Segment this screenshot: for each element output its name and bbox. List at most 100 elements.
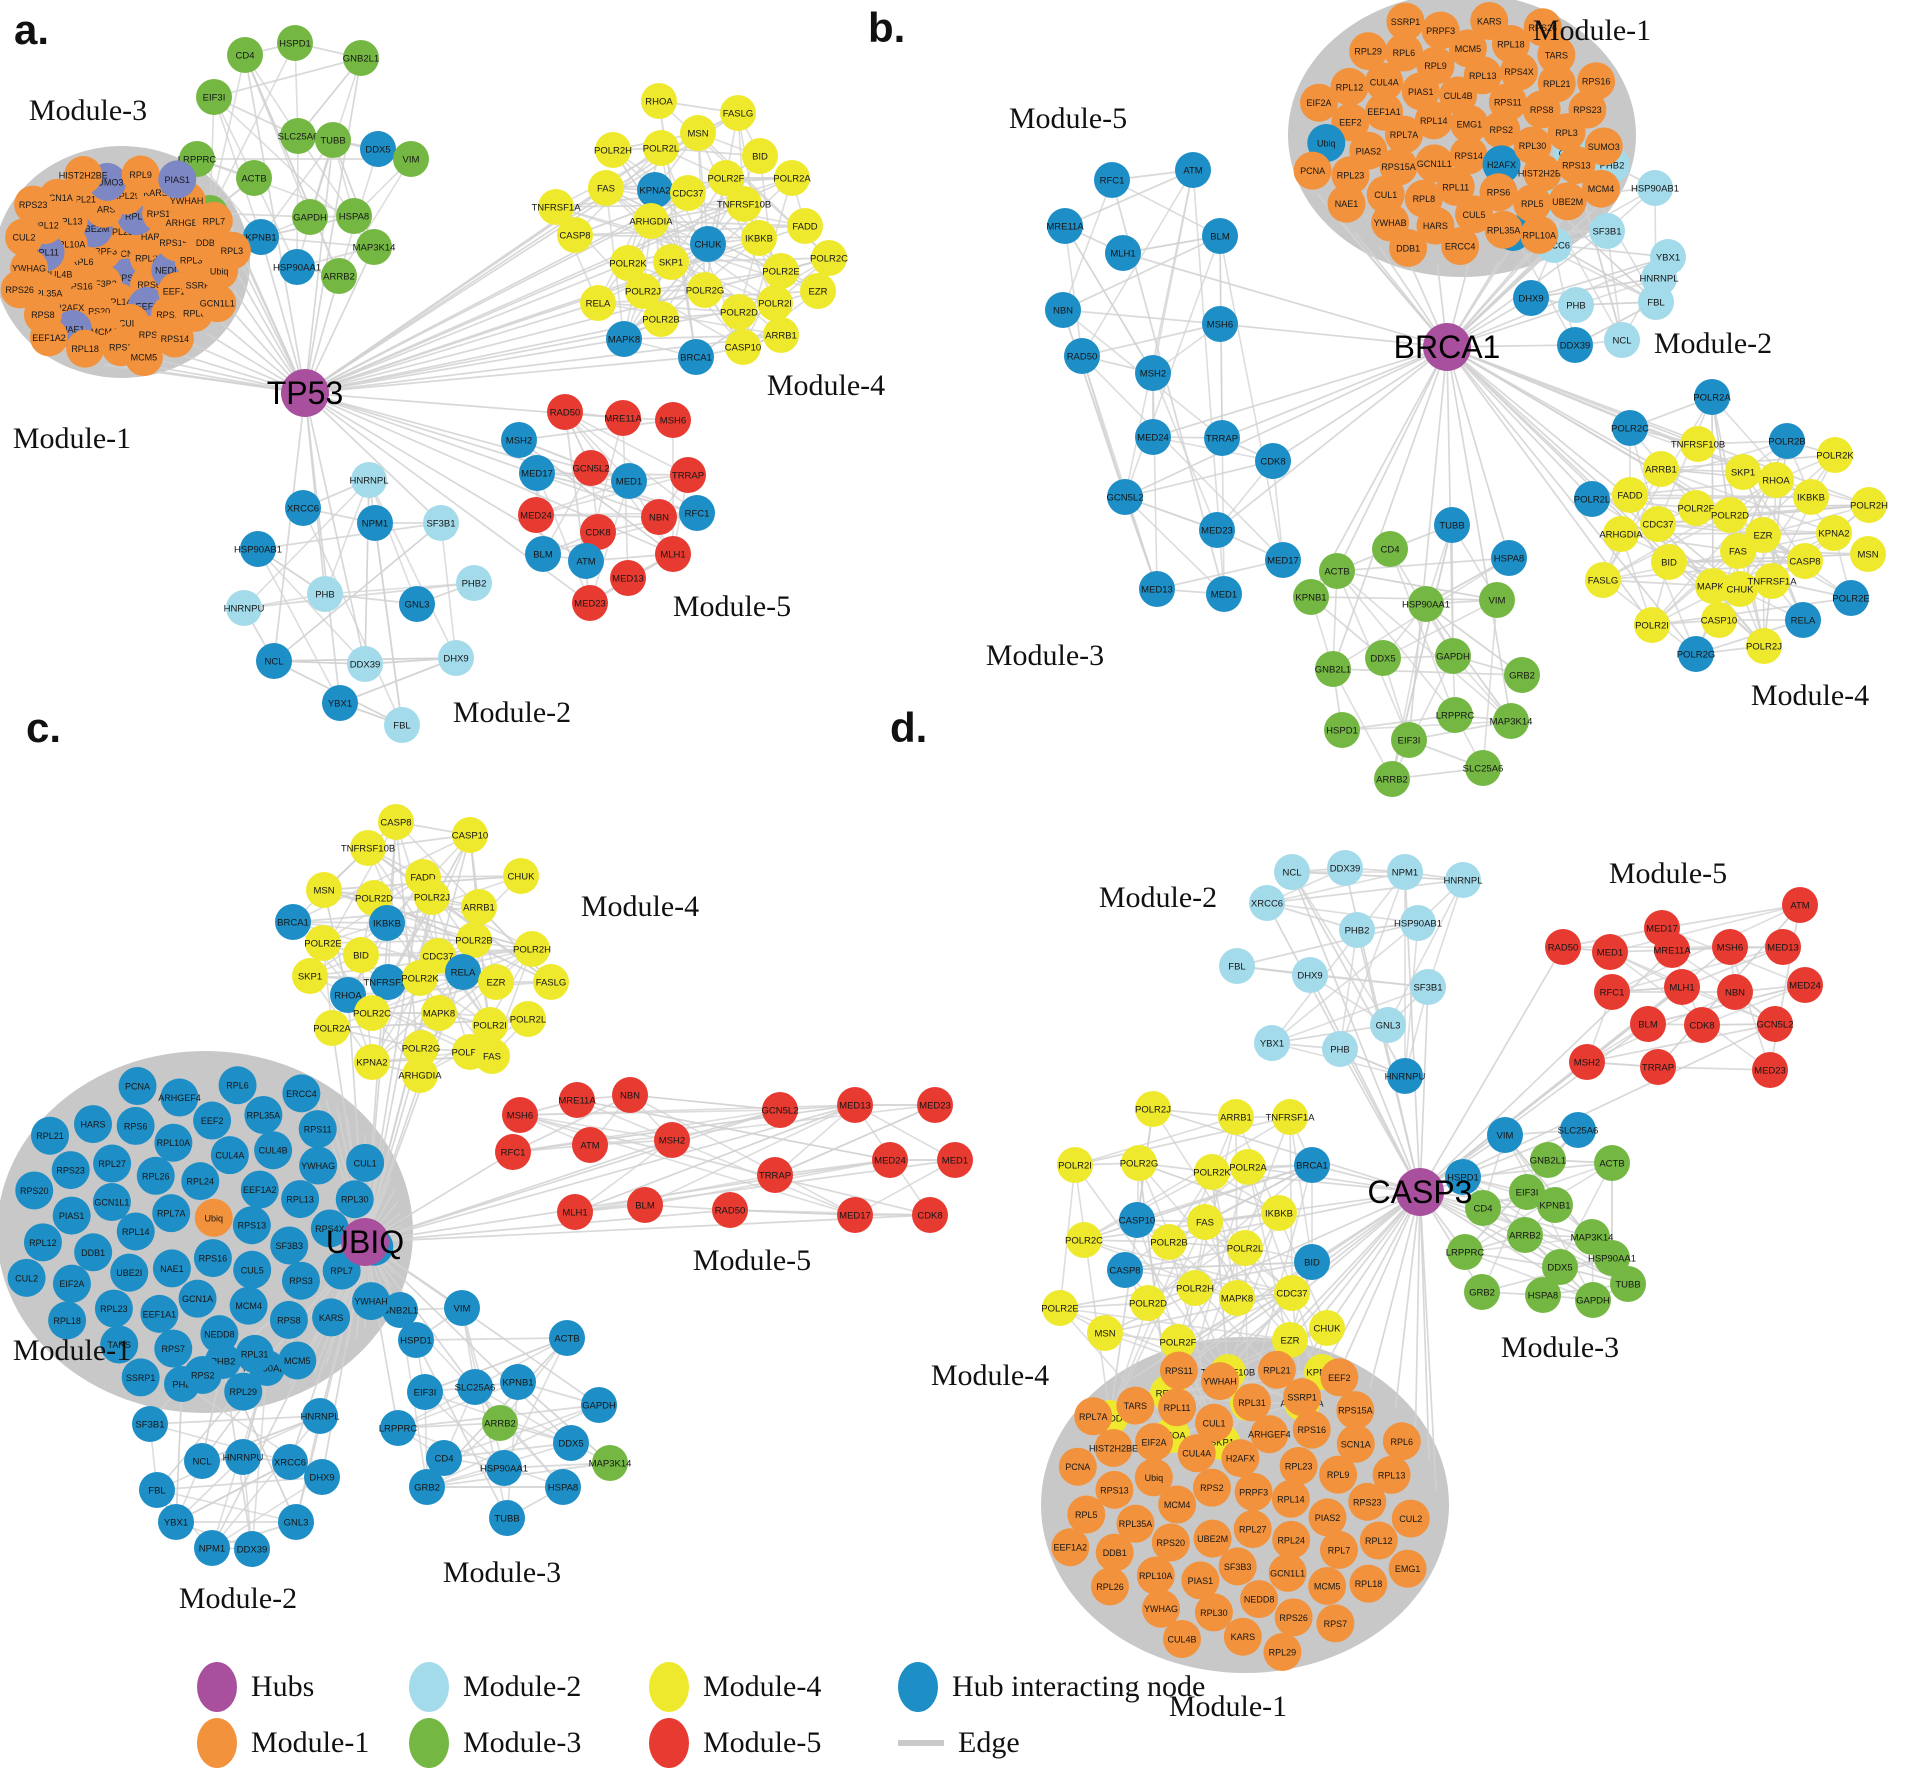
node-a-POLR2L <box>643 130 679 166</box>
hub-edge <box>1152 1108 1421 1193</box>
node-a-CASP10 <box>725 329 761 365</box>
node-c-FASLG <box>533 964 569 1000</box>
node-d-POLR2L <box>1227 1230 1263 1266</box>
node-a-RPS26 <box>0 270 39 309</box>
hub-edge <box>1216 346 1448 531</box>
node-d-TNFRSF1A <box>1272 1099 1308 1135</box>
edge <box>1660 468 1835 534</box>
node-c-CASP10 <box>452 817 488 853</box>
edge <box>1235 1116 1238 1299</box>
node-d-CUL1 <box>1195 1403 1234 1442</box>
node-d-TARS <box>1116 1386 1155 1425</box>
node-b-TNFRSF1A <box>1754 563 1790 599</box>
hub-edge <box>1446 346 1512 722</box>
node-d-MSN <box>1087 1315 1123 1351</box>
hub-edge <box>1291 871 1421 1193</box>
edge <box>1651 597 1852 626</box>
module-1-swatch-icon <box>197 1718 237 1768</box>
node-d-ATM <box>1782 887 1818 923</box>
node-d-CD4 <box>1465 1190 1501 1226</box>
node-d-MCM4 <box>1158 1485 1197 1524</box>
node-d-RPL35A <box>1116 1504 1155 1543</box>
hub-edge <box>304 392 366 665</box>
node-c-UBE2I <box>110 1253 149 1292</box>
node-c-POLR2A <box>314 1010 350 1046</box>
edge <box>1062 179 1113 311</box>
node-b-PRPF3 <box>1421 11 1460 50</box>
node-a-EIF3I <box>196 79 232 115</box>
node-b-NCL <box>1604 322 1640 358</box>
edge <box>196 158 355 217</box>
node-d-UBE2M <box>1193 1519 1232 1558</box>
node-b-SF3B1 <box>1589 213 1625 249</box>
edge <box>1729 946 1771 1071</box>
node-d-EMG1 <box>1388 1549 1427 1588</box>
edge <box>1194 1116 1237 1289</box>
node-a-MRE11A <box>605 400 641 436</box>
node-a-HSPD1 <box>277 25 313 61</box>
node-b-RFC1 <box>1094 162 1130 198</box>
edge <box>1136 1219 1179 1343</box>
edge <box>729 1209 931 1216</box>
node-a-VIM <box>393 141 429 177</box>
node-c-DDB1 <box>74 1233 113 1272</box>
edge <box>1062 309 1126 498</box>
node-c-MSN <box>306 872 342 908</box>
hub-edge <box>304 392 587 562</box>
edge <box>1310 596 1498 601</box>
hub-edge <box>1122 252 1448 348</box>
edge <box>1657 523 1835 534</box>
hub-label-UBIQ: UBIQ <box>326 1224 404 1260</box>
edge <box>397 1381 519 1429</box>
node-d-HIST2H2BE <box>1094 1428 1133 1467</box>
edge <box>213 57 362 98</box>
hub-label-TP53: TP53 <box>267 375 343 411</box>
edge <box>1111 179 1221 237</box>
edge <box>1104 1332 1303 1404</box>
edge <box>518 419 674 441</box>
node-c-GCN5L2 <box>762 1092 798 1128</box>
edge <box>644 1104 856 1206</box>
edge <box>517 1381 611 1464</box>
node-b-BID <box>1651 544 1687 580</box>
node-b-MED17 <box>1265 542 1301 578</box>
edge <box>1291 871 1389 1026</box>
node-c-GNL3 <box>278 1504 314 1540</box>
edge <box>371 971 464 1063</box>
hub-edge <box>1339 1191 1421 1370</box>
node-d-LRPPRC <box>1447 1234 1483 1270</box>
node-b-RPL35A <box>1484 210 1523 249</box>
node-c-RPS23 <box>51 1151 90 1190</box>
edge <box>1124 1261 1313 1271</box>
node-b-TNFRSF10B <box>1680 426 1716 462</box>
edge <box>1769 904 1801 1071</box>
node-d-SF3B1 <box>1410 969 1446 1005</box>
node-c-ARHGEF4 <box>160 1078 199 1117</box>
node-d-PIAS2 <box>1308 1498 1347 1537</box>
node-c-DHX9 <box>304 1459 340 1495</box>
node-d-KARS <box>1223 1617 1262 1656</box>
module-label-c-module-5: Module-5 <box>693 1244 811 1277</box>
node-b-HSP90AB1 <box>1637 170 1673 206</box>
node-d-POLR2G <box>1121 1145 1157 1181</box>
node-a-KPNA2 <box>637 172 673 208</box>
node-d-DDX5 <box>1542 1249 1578 1285</box>
edge <box>371 834 471 1063</box>
node-b-VIM <box>1479 582 1515 618</box>
node-a-DHX9 <box>438 640 474 676</box>
node-b-DDB1 <box>1389 228 1428 267</box>
node-c-RPS16 <box>193 1239 232 1278</box>
hub-edge <box>273 392 306 662</box>
node-d-MAPK8 <box>1219 1280 1255 1316</box>
legend-item-module-2: Module-2 <box>409 1660 581 1714</box>
node-d-SSRP1 <box>1283 1378 1322 1417</box>
node-d-CUL2 <box>1391 1499 1430 1538</box>
edge <box>426 1404 600 1488</box>
node-b-SKP1 <box>1725 454 1761 490</box>
node-b-EMG1 <box>1450 104 1489 143</box>
node-b-KARS <box>1470 1 1509 40</box>
node-b-SUMO3 <box>1584 127 1623 166</box>
node-c-ERCC4 <box>282 1074 321 1113</box>
node-c-POLR2G <box>403 1030 439 1066</box>
hub-edge <box>1419 1191 1561 1268</box>
